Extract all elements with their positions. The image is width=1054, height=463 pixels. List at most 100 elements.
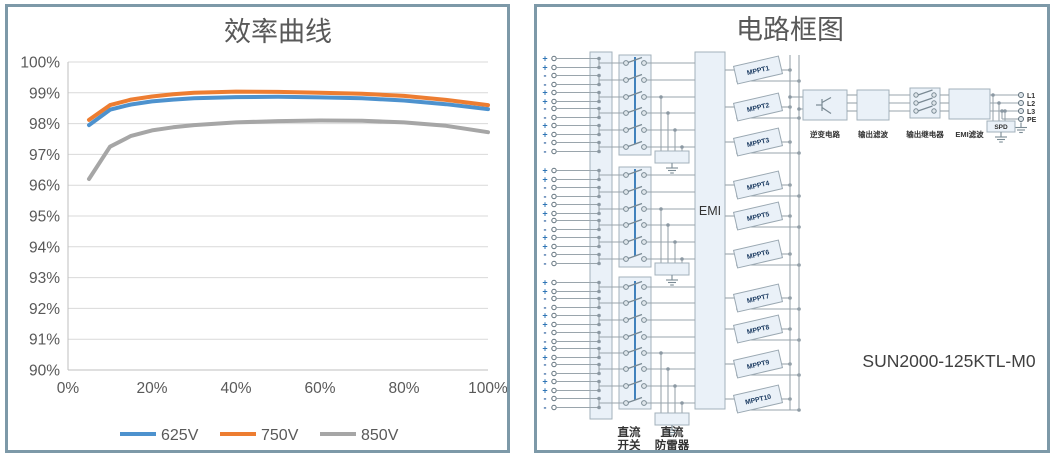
junction-dot <box>597 379 601 384</box>
junction-dot <box>597 355 601 360</box>
dc-input-terminal <box>551 193 557 200</box>
dc-switch-contact <box>623 383 629 389</box>
junction-dot <box>673 240 677 244</box>
junction-dot <box>666 111 670 115</box>
junction-dot <box>597 140 601 145</box>
dc-input-terminal <box>551 98 557 105</box>
dc-polarity-minus: - <box>544 250 547 260</box>
relay-blade <box>917 89 933 96</box>
dc-switch-contact <box>641 144 647 150</box>
dc-input-terminal <box>551 329 557 336</box>
dc-polarity-plus: + <box>542 130 547 140</box>
dc-switch-contact <box>641 206 647 212</box>
junction-dot <box>597 227 601 232</box>
dc-switch-contact <box>641 77 647 83</box>
model-name: SUN2000-125KTL-M0 <box>862 351 1035 371</box>
x-axis-tick-label: 100% <box>468 380 507 397</box>
junction-dot <box>597 194 601 199</box>
dc-input-terminal <box>551 260 557 267</box>
dc-input-terminal <box>551 105 557 112</box>
y-axis-tick-label: 97% <box>29 147 60 164</box>
dc-polarity-minus: - <box>544 328 547 338</box>
dc-input-terminal <box>551 345 557 352</box>
dc-switch-contact <box>641 60 647 66</box>
dc-switch-blade <box>627 296 643 304</box>
dc-input-terminal <box>551 114 557 121</box>
dc-switch-blade <box>627 185 643 193</box>
junction-dot <box>597 177 601 182</box>
dc-switch-blade <box>627 140 643 148</box>
junction-dot <box>597 362 601 367</box>
y-axis-tick-label: 100% <box>20 55 60 72</box>
dc-switch-contact <box>623 127 629 133</box>
dc-input-terminal <box>551 55 557 62</box>
legend-label: 850V <box>361 427 399 444</box>
dc-polarity-minus: - <box>544 337 547 347</box>
output-relay-block-label: 输出继电器 <box>906 129 944 139</box>
dc-polarity-minus: - <box>544 80 547 90</box>
ac-output-terminal <box>1018 116 1024 122</box>
junction-dot <box>597 115 601 120</box>
dc-input-terminal <box>551 122 557 129</box>
junction-dot <box>997 101 1001 105</box>
series-line-625V <box>87 94 490 128</box>
relay-contact <box>931 92 937 98</box>
dc-switch-label: 直流开关 <box>618 425 641 450</box>
dc-polarity-minus: - <box>544 71 547 81</box>
dc-switch-contact <box>641 256 647 262</box>
junction-dot <box>597 405 601 410</box>
dc-input-terminal <box>551 176 557 183</box>
dc-switch-blade <box>627 218 643 226</box>
dc-polarity-plus: + <box>542 311 547 321</box>
dc-input-terminal <box>551 64 557 71</box>
ground-symbol <box>995 132 1007 143</box>
output-terminal-label: L3 <box>1027 109 1035 116</box>
dc-polarity-plus: + <box>542 320 547 330</box>
mppt-block: MPPT6 <box>732 239 784 269</box>
ground-symbol <box>1015 122 1027 134</box>
y-axis-tick-label: 98% <box>29 116 60 133</box>
dc-input-terminal <box>551 251 557 258</box>
dc-input-terminal <box>551 288 557 295</box>
dc-switch-contact <box>623 350 629 356</box>
dc-polarity-plus: + <box>542 175 547 185</box>
dc-switch-contact <box>641 189 647 195</box>
dc-switch-blade <box>627 123 643 131</box>
junction-dot <box>597 73 601 78</box>
x-axis-tick-label: 0% <box>57 380 80 397</box>
dc-polarity-minus: - <box>544 113 547 123</box>
junction-dot <box>597 346 601 351</box>
dc-switch-blade <box>627 252 643 260</box>
x-axis-tick-label: 60% <box>304 380 335 397</box>
y-axis-tick-label: 95% <box>29 209 60 226</box>
junction-dot <box>659 207 663 211</box>
dc-input-terminal <box>551 312 557 319</box>
chart-title: 效率曲线 <box>224 17 332 47</box>
dc-switch-contact <box>641 172 647 178</box>
relay-contact <box>931 100 937 106</box>
junction-dot <box>597 339 601 344</box>
output-filter-block <box>856 89 890 121</box>
dc-input-terminal <box>551 217 557 224</box>
dc-switch-contact <box>623 317 629 323</box>
diagram-title: 电路框图 <box>736 15 844 45</box>
junction-dot <box>1000 109 1004 113</box>
dc-polarity-minus: - <box>544 183 547 193</box>
junction-dot <box>597 305 601 310</box>
junction-dot <box>788 95 792 99</box>
dc-polarity-minus: - <box>544 225 547 235</box>
junction-dot <box>597 388 601 393</box>
x-axis-tick-label: 40% <box>220 380 251 397</box>
junction-dot <box>597 123 601 128</box>
dc-input-terminal <box>551 89 557 96</box>
y-axis-tick-label: 93% <box>29 270 60 287</box>
junction-dot <box>597 235 601 240</box>
dc-input-terminal <box>551 243 557 250</box>
dc-switch-blade <box>627 313 643 321</box>
junction-dot <box>680 145 684 149</box>
mppt-block: MPPT5 <box>732 201 784 231</box>
dc-switch-contact <box>623 94 629 100</box>
dc-polarity-minus: - <box>544 192 547 202</box>
mppt-block: MPPT10 <box>732 384 784 414</box>
